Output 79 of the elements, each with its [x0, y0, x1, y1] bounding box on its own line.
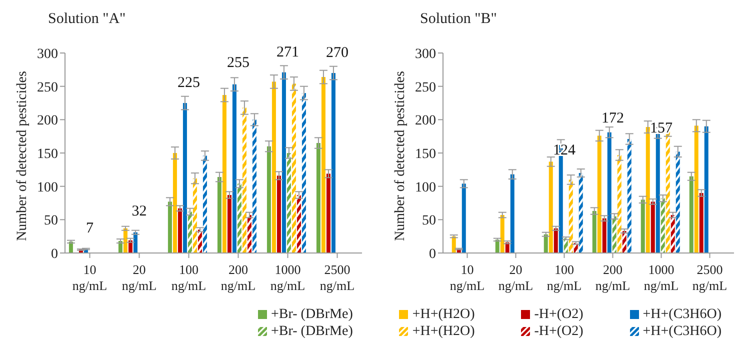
bar	[602, 218, 606, 253]
bar	[316, 143, 320, 253]
legend-label: +H+(H2O)	[412, 323, 475, 340]
x-tick-label: 1000 ng/mL	[644, 262, 679, 293]
bar	[500, 215, 504, 253]
x-tick-label: 20 ng/mL	[122, 262, 157, 293]
bar	[699, 193, 704, 253]
bar	[168, 202, 172, 253]
y-tick-label: 150	[415, 146, 436, 162]
annotation: 255	[227, 55, 250, 71]
legend-label: +H+(C3H6O)	[642, 306, 722, 323]
annotation: 32	[132, 204, 147, 220]
legend-label: -H+(O2)	[534, 323, 584, 340]
legend-label: +Br- (DBrMe)	[271, 306, 353, 323]
annotation: 271	[276, 44, 299, 60]
y-tick-label: 50	[44, 214, 58, 229]
y-tick-label: 50	[422, 214, 436, 229]
bar	[650, 202, 655, 253]
y-tick-label: 250	[37, 80, 58, 96]
bar	[272, 82, 276, 253]
bar	[646, 127, 650, 253]
bar	[554, 228, 558, 253]
y-tick-label: 200	[37, 114, 58, 129]
bar	[704, 126, 708, 253]
bar	[548, 162, 553, 253]
chart-title: Solution "A"	[48, 11, 126, 28]
y-axis-title: Number of detected pesticides	[15, 70, 31, 243]
x-tick-label: 200 ng/mL	[220, 262, 256, 293]
x-tick-label: 2500 ng/mL	[320, 262, 355, 293]
bar	[694, 126, 698, 253]
annotation: 225	[178, 75, 200, 91]
bar	[276, 176, 281, 253]
y-tick-label: 100	[415, 180, 436, 196]
y-tick-label: 250	[415, 80, 436, 96]
x-tick-label: 200 ng/mL	[595, 262, 630, 293]
legend-label: +H+(H2O)	[412, 306, 475, 323]
bar	[462, 184, 466, 253]
x-tick-label: 100 ng/mL	[171, 262, 206, 293]
bar	[282, 72, 286, 253]
bar	[232, 84, 236, 253]
legend-label: +H+(C3H6O)	[642, 323, 722, 340]
legend-label: +Br- (DBrMe)	[271, 323, 353, 340]
x-tick-label: 10 ng/mL	[72, 262, 108, 293]
annotation: 157	[650, 120, 673, 136]
annotation: 172	[602, 110, 624, 126]
bar	[689, 176, 694, 253]
bar	[178, 208, 182, 253]
y-tick-label: 100	[37, 180, 58, 196]
y-tick-label: 0	[429, 246, 436, 262]
bar	[640, 200, 645, 253]
bar	[331, 73, 336, 253]
x-tick-label: 2500 ng/mL	[692, 262, 728, 293]
y-tick-label: 150	[37, 146, 58, 162]
y-tick-label: 200	[415, 114, 436, 129]
bar	[592, 211, 596, 253]
x-tick-label: 1000 ng/mL	[270, 262, 306, 293]
bar	[172, 153, 177, 253]
bar	[597, 136, 602, 253]
chart-title: Solution "B"	[420, 11, 497, 28]
bar	[326, 174, 330, 253]
bar	[222, 95, 226, 253]
y-axis-title: Number of detected pesticides	[393, 70, 409, 243]
y-tick-label: 300	[415, 46, 436, 62]
bar	[607, 132, 612, 253]
legend-label: -H+(O2)	[534, 306, 584, 323]
bar	[656, 133, 660, 253]
bar	[217, 177, 222, 253]
x-tick-label: 20 ng/mL	[498, 262, 534, 293]
bar	[227, 195, 232, 253]
x-tick-label: 10 ng/mL	[450, 262, 485, 293]
bar	[266, 146, 271, 253]
bar	[182, 103, 187, 253]
x-tick-label: 100 ng/mL	[546, 262, 582, 293]
y-tick-label: 0	[51, 246, 58, 262]
bar	[321, 77, 326, 253]
annotation: 270	[326, 45, 348, 61]
bar	[510, 174, 514, 253]
y-tick-label: 300	[37, 46, 58, 62]
annotation: 7	[86, 220, 94, 236]
